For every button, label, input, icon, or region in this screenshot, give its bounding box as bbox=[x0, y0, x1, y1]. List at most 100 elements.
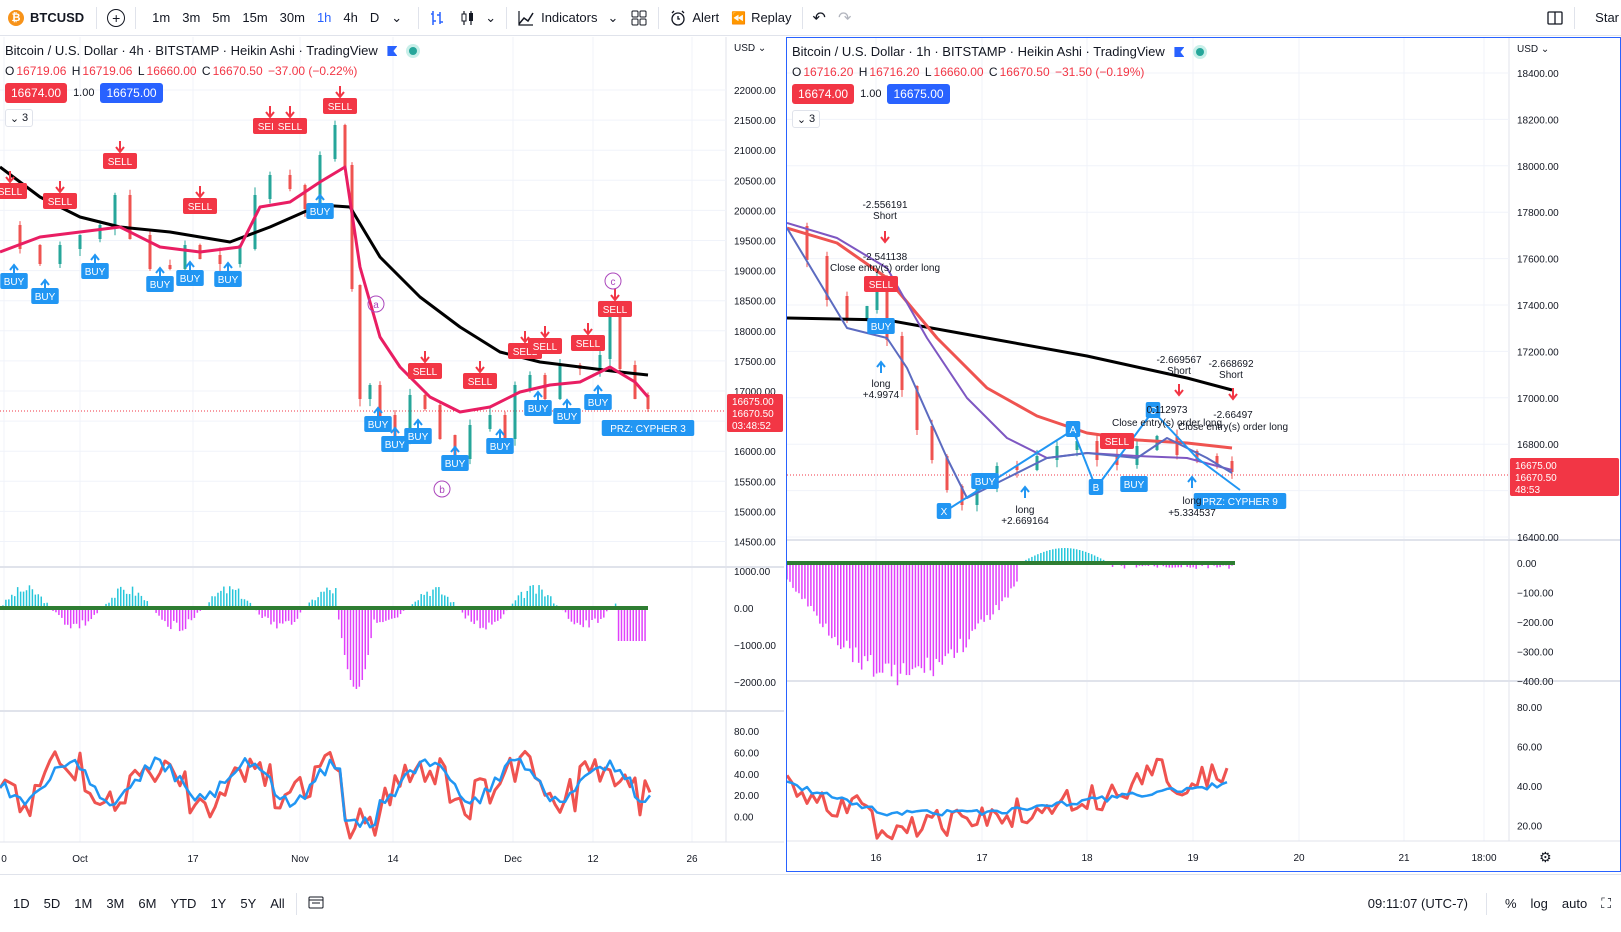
goto-date-button[interactable] bbox=[301, 895, 331, 912]
time-tick-label: 21 bbox=[1398, 853, 1410, 864]
heikin-ashi-candle bbox=[408, 395, 412, 439]
strategy-annotation: Short bbox=[1167, 366, 1191, 377]
harmonic-point-label: A bbox=[1070, 425, 1077, 436]
time-tick-label: 16 bbox=[870, 853, 882, 864]
price-tick-label: 22000.00 bbox=[734, 86, 776, 97]
right-indicators-collapse-button[interactable]: ⌄ 3 bbox=[792, 110, 820, 128]
harmonic-point-label-box bbox=[1088, 479, 1104, 495]
strategy-annotation: -2.669567 bbox=[1156, 355, 1201, 366]
range-1d[interactable]: 1D bbox=[13, 896, 30, 911]
compare-add-button[interactable]: + bbox=[101, 0, 131, 35]
timeframe-15m[interactable]: 15m bbox=[242, 10, 268, 25]
time-tick-label: 26 bbox=[686, 854, 698, 865]
harmonic-pattern-line bbox=[943, 410, 1241, 513]
heikin-ashi-candle bbox=[1055, 446, 1059, 460]
range-ytd[interactable]: YTD bbox=[170, 896, 197, 911]
sell-signal-label: SELL bbox=[603, 305, 628, 316]
percent-scale-toggle[interactable]: % bbox=[1504, 896, 1517, 911]
candle-style-button[interactable]: ⌄ bbox=[453, 0, 502, 35]
current-price-label: 03:48:52 bbox=[732, 421, 771, 432]
undo-button[interactable]: ↶ bbox=[807, 0, 832, 35]
strategy-annotation: -2.668692 bbox=[1208, 359, 1253, 370]
left-buy-price-button[interactable]: 16675.00 bbox=[100, 83, 163, 103]
price-tick-label: 14500.00 bbox=[734, 538, 776, 549]
timeframe-4h[interactable]: 4h bbox=[343, 10, 358, 25]
buy-signal-label-box bbox=[146, 276, 174, 292]
layout-templates-button[interactable] bbox=[624, 0, 654, 35]
range-all[interactable]: All bbox=[270, 896, 285, 911]
sell-signal-label-box bbox=[528, 338, 562, 354]
right-chart-pane[interactable]: 18400.00 18200.00 18000.00 17800.00 17600.00… bbox=[786, 37, 1621, 872]
wave-label-circle bbox=[604, 272, 622, 290]
left-high-value: 16719.06 bbox=[82, 64, 133, 78]
range-1m[interactable]: 1M bbox=[74, 896, 93, 911]
sell-signal-label-box bbox=[463, 373, 497, 389]
left-legend-title: Bitcoin / U.S. Dollar · 4h · BITSTAMP · … bbox=[5, 43, 378, 58]
timeframe-1h[interactable]: 1h bbox=[316, 10, 332, 25]
range-5d[interactable]: 5D bbox=[43, 896, 61, 911]
heikin-ashi-candle bbox=[253, 195, 257, 249]
timeframe-3m[interactable]: 3m bbox=[182, 10, 201, 25]
heikin-ashi-candle bbox=[468, 425, 472, 459]
range-1y[interactable]: 1Y bbox=[210, 896, 227, 911]
indicators-button[interactable]: Indicators ⌄ bbox=[511, 0, 624, 35]
heikin-ashi-candle bbox=[1215, 456, 1219, 465]
price-tick-label: 18200.00 bbox=[1517, 115, 1559, 126]
right-buy-price-button[interactable]: 16675.00 bbox=[887, 84, 950, 104]
indicators-icon bbox=[518, 10, 534, 26]
divider bbox=[135, 6, 137, 29]
rsi-tick-label: 40.00 bbox=[734, 770, 759, 781]
buy-signal-label: BUY bbox=[4, 277, 25, 288]
left-sell-price-button[interactable]: 16674.00 bbox=[5, 83, 68, 103]
timeframe-1m[interactable]: 1m bbox=[152, 10, 171, 25]
replay-label: Replay bbox=[751, 10, 792, 25]
left-bid-ask: 16674.00 1.00 16675.00 bbox=[5, 83, 163, 103]
bar-style-button[interactable] bbox=[423, 0, 453, 35]
price-tick-label: 17600.00 bbox=[1517, 255, 1559, 266]
right-chart-canvas[interactable]: 18400.0018200.0018000.0017800.0017600.00… bbox=[787, 38, 1620, 871]
start-button[interactable]: Star bbox=[1579, 0, 1621, 35]
short-entry-arrow bbox=[1228, 388, 1238, 401]
buy-signal-label-box bbox=[31, 288, 59, 304]
rsi-tick-label: 20.00 bbox=[734, 791, 759, 802]
right-sell-price-button[interactable]: 16674.00 bbox=[792, 84, 855, 104]
symbol-search-button[interactable]: ₿ BTCUSD bbox=[0, 0, 92, 35]
alert-button[interactable]: Alert bbox=[663, 0, 725, 35]
redo-button[interactable]: ↷ bbox=[832, 0, 857, 35]
clock-timezone[interactable]: 09:11:07 (UTC-7) bbox=[1367, 896, 1468, 911]
timeframe-5m[interactable]: 5m bbox=[212, 10, 231, 25]
range-6m[interactable]: 6M bbox=[138, 896, 157, 911]
plus-circle-icon: + bbox=[107, 8, 126, 27]
sell-signal-label: SELL bbox=[108, 157, 133, 168]
fullscreen-icon[interactable]: ⛶ bbox=[1601, 895, 1611, 911]
log-scale-toggle[interactable]: log bbox=[1530, 896, 1548, 911]
left-chart-legend[interactable]: Bitcoin / U.S. Dollar · 4h · BITSTAMP · … bbox=[5, 43, 418, 58]
price-tick-label: 15000.00 bbox=[734, 507, 776, 518]
left-indicator-count: 3 bbox=[22, 112, 29, 124]
oscillator-tick-label: 0.00 bbox=[734, 604, 754, 615]
strategy-annotation: +5.334537 bbox=[1168, 508, 1216, 519]
buy-signal-label-box bbox=[486, 438, 514, 454]
range-3m[interactable]: 3M bbox=[106, 896, 125, 911]
time-tick-label: Nov bbox=[291, 854, 309, 865]
timeframe-30m[interactable]: 30m bbox=[279, 10, 305, 25]
left-indicators-collapse-button[interactable]: ⌄ 3 bbox=[5, 109, 33, 127]
sell-signal-arrow bbox=[285, 106, 295, 119]
auto-scale-toggle[interactable]: auto bbox=[1561, 896, 1588, 911]
strategy-annotation: long bbox=[872, 379, 891, 390]
sell-signal-arrow bbox=[420, 351, 430, 364]
harmonic-point-label: X bbox=[941, 507, 948, 518]
short-entry-arrow bbox=[880, 231, 890, 244]
replay-button[interactable]: ⏪ Replay bbox=[725, 0, 797, 35]
range-5y[interactable]: 5Y bbox=[240, 896, 257, 911]
left-chart-pane[interactable]: 22000.00 21500.00 21000.00 20500.00 20000.00… bbox=[0, 37, 784, 872]
layout-split-button[interactable] bbox=[1540, 0, 1570, 35]
left-chart-canvas[interactable]: 22000.00 21500.00 21000.00 20500.00 20000.00… bbox=[0, 37, 784, 872]
timeframe-dropdown-chevron-icon[interactable]: ⌄ bbox=[391, 9, 403, 25]
heikin-ashi-candle bbox=[128, 195, 132, 239]
time-tick-label: 0 bbox=[1, 854, 7, 865]
right-chart-legend[interactable]: Bitcoin / U.S. Dollar · 1h · BITSTAMP · … bbox=[792, 44, 1205, 59]
timeframe-d[interactable]: D bbox=[369, 10, 380, 25]
rsi-tick-label: 80.00 bbox=[1517, 703, 1542, 714]
price-tick-label: 17000.00 bbox=[1517, 394, 1559, 405]
